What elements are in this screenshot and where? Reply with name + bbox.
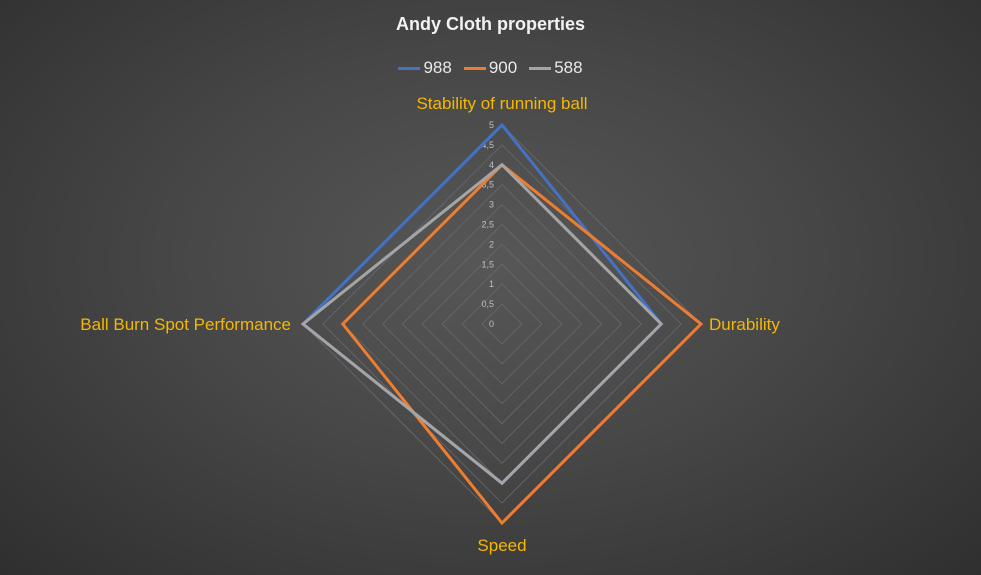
grid-ring xyxy=(461,283,543,365)
legend-swatch xyxy=(529,66,552,70)
legend-swatch xyxy=(463,66,486,70)
grid-ring xyxy=(342,164,662,484)
legend-item: 588 xyxy=(529,58,583,78)
grid-ring xyxy=(382,204,622,444)
tick-label: 0 xyxy=(489,319,494,329)
chart-title: Andy Cloth properties xyxy=(395,14,585,34)
grid-ring xyxy=(481,303,523,345)
tick-label: 2,5 xyxy=(481,220,494,230)
axis-label: Ball Burn Spot Performance xyxy=(80,315,291,334)
grid-ring xyxy=(421,243,583,405)
legend-label: 588 xyxy=(554,58,583,77)
legend-swatch xyxy=(398,66,421,70)
tick-label: 2 xyxy=(489,239,494,249)
tick-label: 4,5 xyxy=(481,140,494,150)
legend-label: 988 xyxy=(423,58,452,77)
tick-label: 5 xyxy=(489,120,494,130)
legend-item: 900 xyxy=(463,58,518,78)
tick-label: 3,5 xyxy=(481,180,494,190)
legend-item: 988 xyxy=(398,58,452,78)
tick-label: 1,5 xyxy=(481,259,494,269)
legend-label: 900 xyxy=(488,58,518,77)
series-line-588 xyxy=(300,162,664,486)
axis-label: Stability of running ball xyxy=(416,94,587,113)
legend: 988 900 588 xyxy=(0,58,981,78)
grid-ring xyxy=(362,184,642,464)
tick-label: 3 xyxy=(489,200,494,210)
tick-label: 0,5 xyxy=(481,299,494,309)
grid-ring xyxy=(401,223,603,425)
grid-ring xyxy=(322,144,682,504)
tick-label: 4 xyxy=(489,160,494,170)
grid-ring xyxy=(441,263,563,385)
series-line-900 xyxy=(340,162,704,526)
axis-label: Speed xyxy=(477,536,526,555)
tick-label: 1 xyxy=(489,279,494,289)
axis-label: Durability xyxy=(709,315,780,334)
